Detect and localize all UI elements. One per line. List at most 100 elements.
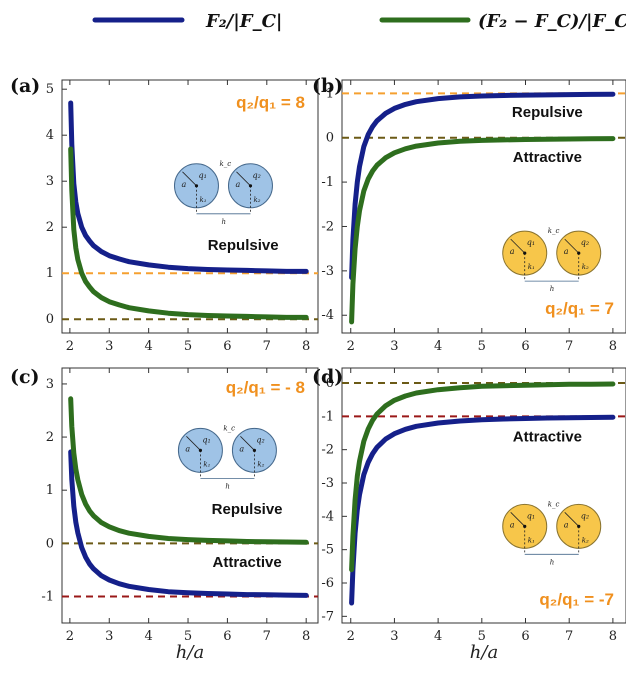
plot-frame — [61, 367, 319, 624]
inset-label-q2: q₂ — [581, 511, 589, 520]
inset-diagram: q₁ a q₂ a k₁ k₂ k_ch — [173, 160, 273, 226]
legend: F₂/|F_C| (F₂ − F_C)/|F_C| — [92, 11, 626, 32]
y-tick-label: -3 — [321, 476, 334, 491]
x-tick-label: 7 — [263, 629, 271, 644]
y-tick-label: -4 — [321, 308, 334, 323]
inset-label-q1: q₁ — [527, 511, 535, 520]
panel-a: 2 3 4 5 6 7 8 0 1 2 3 4 5 q₁ a q₂ a k₁ k₂ k_ch Repulsive q₂/q… — [10, 75, 319, 354]
y-tick-label: 1 — [46, 483, 54, 498]
x-axis-label: h/a — [176, 642, 204, 663]
x-tick-label: 8 — [302, 339, 310, 354]
y-tick-label: 3 — [46, 377, 54, 392]
y-tick-label: 1 — [326, 86, 334, 101]
inset-charge-dot — [252, 448, 257, 452]
region-label-attractive: Attractive — [513, 428, 582, 445]
inset-label-q1: q₁ — [198, 171, 206, 180]
inset-charge-dot — [577, 524, 581, 528]
panel-label: (b) — [312, 75, 343, 97]
panel-label: (d) — [312, 366, 343, 388]
y-tick-label: -3 — [321, 264, 334, 279]
inset-label-q2: q₂ — [581, 238, 589, 247]
inset-radius-line — [564, 238, 580, 254]
y-tick-label: 2 — [46, 430, 54, 445]
x-tick-label: 7 — [565, 339, 573, 354]
inset-label-h: h — [550, 285, 555, 293]
plot-area — [342, 91, 626, 325]
series-line-blue — [68, 449, 309, 598]
series-line-blue — [349, 414, 616, 606]
inset-radius-line — [564, 512, 580, 527]
x-tick-label: 6 — [223, 339, 231, 354]
inset-radius-line — [240, 436, 255, 451]
panel-label: (c) — [10, 366, 40, 388]
inset-charge-dot — [523, 524, 527, 528]
series-line-green — [68, 396, 309, 545]
region-label-repulsive: Repulsive — [212, 501, 283, 518]
x-tick-label: 7 — [263, 339, 271, 354]
y-tick-label: 1 — [46, 266, 54, 281]
y-tick-label: -2 — [321, 219, 334, 234]
inset-radius-line — [182, 171, 197, 187]
inset-label-q1: q₁ — [527, 238, 535, 247]
charge-ratio-label: q₂/q₁ = 7 — [545, 299, 614, 318]
region-label-attractive: Attractive — [213, 554, 282, 571]
inset-label-k1: k₁ — [528, 263, 535, 271]
x-tick-label: 5 — [478, 629, 486, 644]
x-tick-label: 3 — [390, 629, 398, 644]
x-tick-label: 4 — [434, 339, 442, 354]
legend-label-series-2: (F₂ − F_C)/|F_C| — [478, 11, 626, 32]
y-tick-label: 5 — [46, 82, 54, 97]
region-label-repulsive: Repulsive — [208, 237, 279, 254]
inset-label-h: h — [221, 218, 226, 226]
inset-label-k2: k₂ — [582, 536, 589, 544]
inset-label-q1: q₁ — [202, 435, 210, 444]
series-line-blue — [349, 91, 616, 280]
region-label-attractive: Attractive — [513, 149, 582, 166]
x-tick-label: 3 — [105, 629, 113, 644]
x-tick-label: 4 — [145, 629, 153, 644]
x-tick-label: 2 — [66, 339, 74, 354]
inset-radius-line — [236, 171, 251, 187]
inset-label-k2: k₂ — [257, 460, 264, 468]
inset-label-kc: k_c — [223, 424, 235, 432]
inset-label-k1: k₁ — [528, 536, 535, 544]
inset-label-kc: k_c — [548, 227, 560, 235]
panel-b: 2 3 4 5 6 7 8 -4 -3 -2 -1 0 1 q₁ a q₂ a k₁ k₂ k_ch Repulsive… — [312, 75, 626, 354]
inset-label-a: a — [239, 444, 244, 453]
series-line-green — [68, 146, 309, 320]
y-tick-label: -1 — [321, 409, 334, 424]
x-axis-label: h/a — [470, 642, 498, 663]
x-tick-label: 2 — [347, 339, 355, 354]
y-tick-label: 0 — [326, 376, 334, 391]
charge-ratio-label: q₂/q₁ = - 8 — [226, 378, 305, 397]
series-line-green — [349, 136, 616, 325]
inset-charge-dot — [577, 251, 581, 255]
y-tick-label: 0 — [46, 312, 54, 327]
y-tick-label: -4 — [321, 509, 334, 524]
y-tick-label: -1 — [41, 589, 54, 604]
plot-area — [62, 100, 318, 321]
inset-label-a: a — [510, 520, 515, 529]
x-tick-label: 4 — [434, 629, 442, 644]
x-tick-label: 5 — [184, 629, 192, 644]
x-tick-label: 6 — [223, 629, 231, 644]
y-tick-label: -1 — [321, 175, 334, 190]
x-tick-label: 8 — [609, 339, 617, 354]
inset-label-a: a — [181, 180, 186, 189]
x-tick-label: 3 — [105, 339, 113, 354]
series-line-blue — [68, 100, 309, 274]
x-tick-label: 2 — [66, 629, 74, 644]
plot-frame — [341, 79, 626, 334]
inset-charge-dot — [248, 184, 253, 188]
y-tick-label: 4 — [46, 128, 54, 143]
plot-frame — [341, 367, 626, 624]
inset-label-a: a — [564, 520, 569, 529]
x-tick-label: 6 — [521, 339, 529, 354]
y-tick-label: 3 — [46, 174, 54, 189]
inset-label-k1: k₁ — [203, 460, 210, 468]
charge-ratio-label: q₂/q₁ = 8 — [236, 93, 305, 112]
panel-c: 2 3 4 5 6 7 8 -1 0 1 2 3 q₁ a q₂ a k₁ k₂ k_ch Repulsive Attr… — [10, 366, 319, 663]
inset-diagram: q₁ a q₂ a k₁ k₂ k_ch — [502, 500, 602, 566]
inset-label-kc: k_c — [219, 160, 231, 168]
inset-label-a: a — [235, 180, 240, 189]
